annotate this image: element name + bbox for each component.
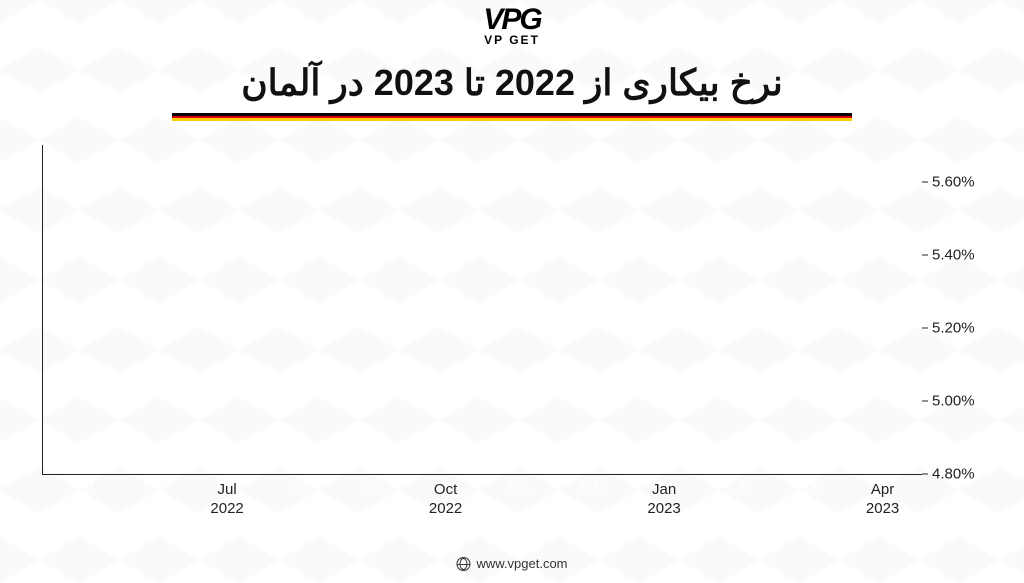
- bar-value-label: 5.5: [271, 480, 330, 498]
- flag-underline: [172, 113, 852, 121]
- bar-value-label: 5.5: [562, 480, 621, 498]
- logo-subtext: VP GET: [483, 33, 540, 47]
- y-tick-label: 5.60%: [932, 173, 992, 190]
- bar-value-label: 5.0: [53, 480, 112, 498]
- x-tick-label: Jan2023: [647, 481, 680, 519]
- bar-value-label: 5.6: [781, 480, 840, 498]
- bar-value-label: 5.5: [708, 480, 767, 498]
- footer: www.vpget.com: [456, 556, 567, 571]
- bars-container: 5.05.35.45.55.55.55.55.55.55.55.65.6: [43, 145, 922, 474]
- y-tick-label: 5.00%: [932, 392, 992, 409]
- logo-main: VPG: [483, 6, 540, 33]
- x-tick-label: Apr2023: [866, 481, 899, 519]
- flag-stripe-gold: [172, 118, 852, 121]
- brand-logo: VPG VP GET: [483, 6, 540, 47]
- bar-value-label: 5.3: [126, 480, 185, 498]
- footer-url: www.vpget.com: [476, 556, 567, 571]
- unemployment-bar-chart: 5.05.35.45.55.55.55.55.55.55.55.65.6 4.8…: [30, 145, 994, 515]
- bar-value-label: 5.5: [490, 480, 549, 498]
- y-tick-label: 5.40%: [932, 246, 992, 263]
- plot-area: 5.05.35.45.55.55.55.55.55.55.55.65.6 4.8…: [42, 145, 922, 475]
- x-tick-label: Oct2022: [429, 481, 462, 519]
- y-tick-label: 4.80%: [932, 466, 992, 483]
- y-tick-label: 5.20%: [932, 319, 992, 336]
- globe-icon: [456, 557, 470, 571]
- x-tick-label: Jul2022: [210, 481, 243, 519]
- bar-value-label: 5.5: [344, 480, 403, 498]
- chart-title: نرخ بیکاری از 2022 تا 2023 در آلمان: [0, 62, 1024, 104]
